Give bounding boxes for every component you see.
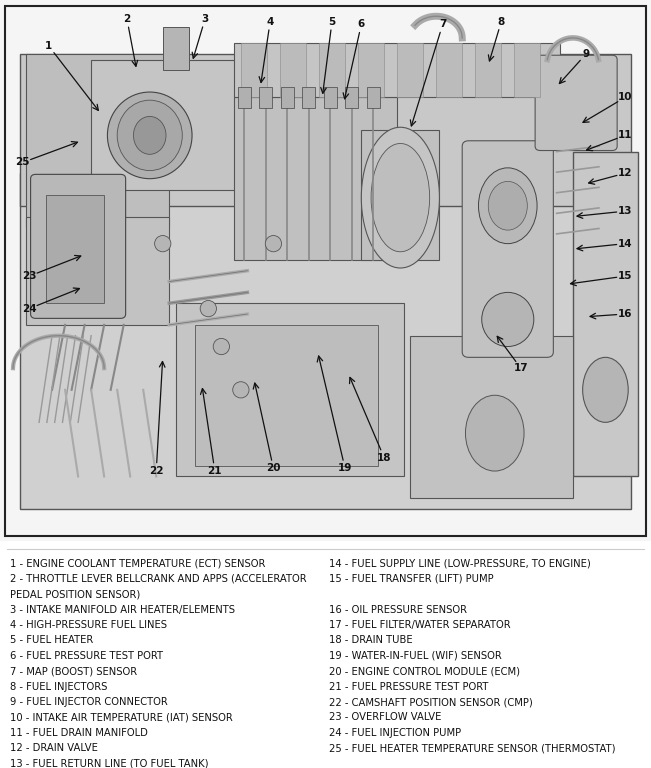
Text: 17: 17 xyxy=(514,363,528,373)
Bar xyxy=(345,87,358,108)
Ellipse shape xyxy=(478,168,537,243)
Text: 1 - ENGINE COOLANT TEMPERATURE (ECT) SENSOR: 1 - ENGINE COOLANT TEMPERATURE (ECT) SEN… xyxy=(10,558,265,568)
Text: 19: 19 xyxy=(338,463,352,473)
Text: 6: 6 xyxy=(357,19,365,29)
Bar xyxy=(319,43,345,98)
Text: 12: 12 xyxy=(618,168,632,178)
Text: 2: 2 xyxy=(123,14,131,24)
Ellipse shape xyxy=(107,92,192,179)
Bar xyxy=(91,60,247,190)
Text: 24 - FUEL INJECTION PUMP: 24 - FUEL INJECTION PUMP xyxy=(329,728,461,738)
Ellipse shape xyxy=(465,396,524,471)
Ellipse shape xyxy=(155,236,171,252)
Ellipse shape xyxy=(488,181,527,230)
Bar xyxy=(367,87,380,108)
Text: 2 - THROTTLE LEVER BELLCRANK AND APPS (ACCELERATOR: 2 - THROTTLE LEVER BELLCRANK AND APPS (A… xyxy=(10,574,307,584)
Text: 3: 3 xyxy=(201,14,209,24)
Bar xyxy=(475,43,501,98)
Text: 15 - FUEL TRANSFER (LIFT) PUMP: 15 - FUEL TRANSFER (LIFT) PUMP xyxy=(329,574,493,584)
Text: 8: 8 xyxy=(497,17,505,27)
Ellipse shape xyxy=(133,117,166,154)
Bar xyxy=(234,98,397,260)
Text: 23 - OVERFLOW VALVE: 23 - OVERFLOW VALVE xyxy=(329,713,441,723)
Bar xyxy=(259,87,272,108)
Ellipse shape xyxy=(482,293,534,346)
Text: 7: 7 xyxy=(439,19,447,29)
Ellipse shape xyxy=(201,300,216,316)
Text: PEDAL POSITION SENSOR): PEDAL POSITION SENSOR) xyxy=(10,589,140,599)
Text: 5: 5 xyxy=(328,17,336,27)
Text: 1: 1 xyxy=(45,41,53,51)
Text: 11 - FUEL DRAIN MANIFOLD: 11 - FUEL DRAIN MANIFOLD xyxy=(10,728,148,738)
Text: 21: 21 xyxy=(208,466,222,476)
Bar xyxy=(324,87,337,108)
Text: 14: 14 xyxy=(618,239,632,249)
Text: 24: 24 xyxy=(22,303,36,313)
Text: 11: 11 xyxy=(618,131,632,141)
Ellipse shape xyxy=(583,357,628,422)
Text: 5 - FUEL HEATER: 5 - FUEL HEATER xyxy=(10,635,93,645)
Text: 18 - DRAIN TUBE: 18 - DRAIN TUBE xyxy=(329,635,412,645)
Text: 22 - CAMSHAFT POSITION SENSOR (CMP): 22 - CAMSHAFT POSITION SENSOR (CMP) xyxy=(329,697,533,707)
Bar xyxy=(46,195,104,303)
Bar xyxy=(234,43,560,98)
Bar xyxy=(20,54,631,206)
Bar xyxy=(410,336,573,498)
Ellipse shape xyxy=(233,382,249,398)
Ellipse shape xyxy=(361,127,439,268)
Ellipse shape xyxy=(117,100,182,170)
Bar xyxy=(573,151,638,476)
Bar xyxy=(26,217,169,325)
Bar xyxy=(241,43,267,98)
Ellipse shape xyxy=(213,339,229,355)
Text: 8 - FUEL INJECTORS: 8 - FUEL INJECTORS xyxy=(10,682,107,692)
Text: 4: 4 xyxy=(266,17,274,27)
Text: 14 - FUEL SUPPLY LINE (LOW-PRESSURE, TO ENGINE): 14 - FUEL SUPPLY LINE (LOW-PRESSURE, TO … xyxy=(329,558,590,568)
Text: 21 - FUEL PRESSURE TEST PORT: 21 - FUEL PRESSURE TEST PORT xyxy=(329,682,488,692)
Ellipse shape xyxy=(371,144,430,252)
FancyBboxPatch shape xyxy=(535,55,617,151)
Bar xyxy=(397,43,423,98)
FancyBboxPatch shape xyxy=(31,174,126,319)
Ellipse shape xyxy=(266,236,281,252)
Text: 7 - MAP (BOOST) SENSOR: 7 - MAP (BOOST) SENSOR xyxy=(10,667,137,677)
Text: 4 - HIGH-PRESSURE FUEL LINES: 4 - HIGH-PRESSURE FUEL LINES xyxy=(10,620,167,630)
Text: 10 - INTAKE AIR TEMPERATURE (IAT) SENSOR: 10 - INTAKE AIR TEMPERATURE (IAT) SENSOR xyxy=(10,713,232,723)
Bar xyxy=(280,43,306,98)
Text: 23: 23 xyxy=(22,271,36,281)
Text: 10: 10 xyxy=(618,92,632,102)
Text: 12 - DRAIN VALVE: 12 - DRAIN VALVE xyxy=(10,743,98,753)
Bar xyxy=(195,325,378,465)
Text: 13 - FUEL RETURN LINE (TO FUEL TANK): 13 - FUEL RETURN LINE (TO FUEL TANK) xyxy=(10,759,208,768)
Text: 19 - WATER-IN-FUEL (WIF) SENSOR: 19 - WATER-IN-FUEL (WIF) SENSOR xyxy=(329,650,501,661)
Bar xyxy=(238,87,251,108)
Bar xyxy=(26,54,169,227)
Text: 20 - ENGINE CONTROL MODULE (ECM): 20 - ENGINE CONTROL MODULE (ECM) xyxy=(329,667,519,677)
Bar xyxy=(302,87,315,108)
Text: 16 - OIL PRESSURE SENSOR: 16 - OIL PRESSURE SENSOR xyxy=(329,604,467,614)
Text: 3 - INTAKE MANIFOLD AIR HEATER/ELEMENTS: 3 - INTAKE MANIFOLD AIR HEATER/ELEMENTS xyxy=(10,604,235,614)
Text: 16: 16 xyxy=(618,309,632,319)
Bar xyxy=(361,130,439,260)
FancyBboxPatch shape xyxy=(462,141,553,357)
Text: 25: 25 xyxy=(16,157,30,167)
Bar xyxy=(358,43,384,98)
Bar xyxy=(163,27,189,71)
Text: 17 - FUEL FILTER/WATER SEPARATOR: 17 - FUEL FILTER/WATER SEPARATOR xyxy=(329,620,510,630)
Text: 9: 9 xyxy=(583,49,589,59)
Text: 18: 18 xyxy=(377,452,391,462)
Text: 6 - FUEL PRESSURE TEST PORT: 6 - FUEL PRESSURE TEST PORT xyxy=(10,650,163,661)
Bar xyxy=(176,303,404,476)
Text: 20: 20 xyxy=(266,463,281,473)
Bar xyxy=(436,43,462,98)
Text: 9 - FUEL INJECTOR CONNECTOR: 9 - FUEL INJECTOR CONNECTOR xyxy=(10,697,167,707)
Text: 15: 15 xyxy=(618,271,632,281)
Bar xyxy=(514,43,540,98)
Bar xyxy=(281,87,294,108)
Text: 25 - FUEL HEATER TEMPERATURE SENSOR (THERMOSTAT): 25 - FUEL HEATER TEMPERATURE SENSOR (THE… xyxy=(329,743,615,753)
Text: 13: 13 xyxy=(618,206,632,216)
Text: 22: 22 xyxy=(149,466,163,476)
Bar xyxy=(20,174,631,509)
